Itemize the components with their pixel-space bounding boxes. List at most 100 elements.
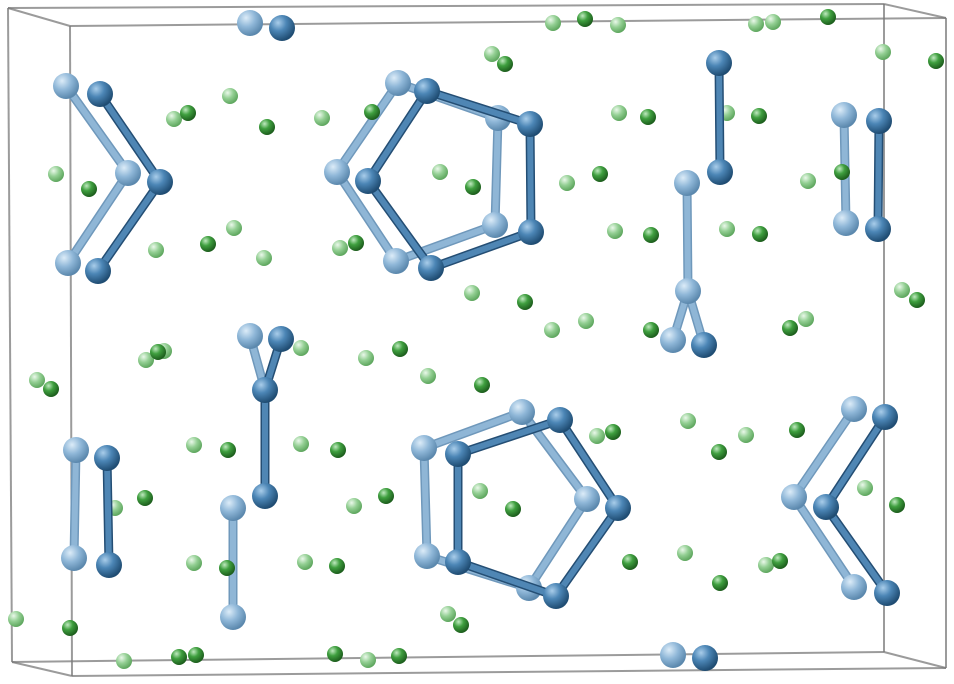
blue-atom bbox=[385, 70, 411, 96]
bond bbox=[424, 88, 533, 127]
bond bbox=[791, 406, 857, 500]
bond bbox=[393, 222, 498, 264]
green-atom bbox=[186, 555, 202, 571]
green-atom bbox=[800, 173, 816, 189]
cell-edge bbox=[11, 651, 885, 663]
green-atom bbox=[259, 119, 275, 135]
green-atom bbox=[200, 236, 216, 252]
green-atom bbox=[643, 227, 659, 243]
green-atom bbox=[712, 575, 728, 591]
blue-atom bbox=[872, 404, 898, 430]
bond bbox=[455, 559, 559, 599]
bond bbox=[428, 229, 534, 271]
blue-atom bbox=[237, 323, 263, 349]
cell-edge bbox=[69, 25, 73, 677]
green-atom bbox=[188, 647, 204, 663]
green-atom bbox=[327, 646, 343, 662]
blue-atom bbox=[53, 73, 79, 99]
green-atom bbox=[62, 620, 78, 636]
green-atom bbox=[453, 617, 469, 633]
green-atom bbox=[752, 226, 768, 242]
bond bbox=[421, 409, 525, 451]
blue-atom bbox=[220, 495, 246, 521]
bond bbox=[71, 447, 79, 561]
blue-atom bbox=[833, 210, 859, 236]
green-atom bbox=[171, 649, 187, 665]
green-atom bbox=[440, 606, 456, 622]
green-atom bbox=[719, 221, 735, 237]
green-atom bbox=[392, 341, 408, 357]
green-atom bbox=[622, 554, 638, 570]
green-atom bbox=[517, 294, 533, 310]
blue-atom bbox=[874, 580, 900, 606]
green-atom bbox=[180, 105, 196, 121]
blue-atom bbox=[692, 645, 718, 671]
green-atom bbox=[798, 311, 814, 327]
blue-atom bbox=[509, 399, 535, 425]
green-atom bbox=[559, 175, 575, 191]
blue-atom bbox=[866, 108, 892, 134]
green-atom bbox=[391, 648, 407, 664]
bond bbox=[421, 445, 430, 559]
blue-atom bbox=[87, 81, 113, 107]
green-atom bbox=[464, 285, 480, 301]
green-atom bbox=[875, 44, 891, 60]
bond bbox=[791, 494, 857, 590]
blue-atom bbox=[252, 483, 278, 509]
bond bbox=[823, 504, 890, 596]
green-atom bbox=[314, 110, 330, 126]
bond bbox=[63, 83, 131, 176]
green-atom bbox=[772, 553, 788, 569]
green-atom bbox=[358, 350, 374, 366]
bond bbox=[553, 505, 621, 599]
green-atom bbox=[820, 9, 836, 25]
green-atom bbox=[894, 282, 910, 298]
green-atom bbox=[360, 652, 376, 668]
blue-atom bbox=[781, 484, 807, 510]
blue-atom bbox=[660, 642, 686, 668]
bond bbox=[365, 88, 430, 184]
green-atom bbox=[497, 56, 513, 72]
green-atom bbox=[293, 340, 309, 356]
green-atom bbox=[332, 240, 348, 256]
green-atom bbox=[592, 166, 608, 182]
blue-atom bbox=[707, 159, 733, 185]
blue-atom bbox=[269, 15, 295, 41]
green-atom bbox=[758, 557, 774, 573]
blue-atom bbox=[547, 407, 573, 433]
green-atom bbox=[137, 490, 153, 506]
green-atom bbox=[711, 444, 727, 460]
bond bbox=[526, 496, 590, 591]
green-atom bbox=[220, 442, 236, 458]
green-atom bbox=[680, 413, 696, 429]
green-atom bbox=[589, 428, 605, 444]
green-atom bbox=[505, 501, 521, 517]
bond bbox=[684, 180, 691, 294]
green-atom bbox=[484, 46, 500, 62]
blue-atom bbox=[94, 445, 120, 471]
green-atom bbox=[29, 372, 45, 388]
blue-atom bbox=[543, 583, 569, 609]
blue-atom bbox=[517, 111, 543, 137]
blue-atom bbox=[605, 495, 631, 521]
blue-atom bbox=[706, 50, 732, 76]
green-atom bbox=[329, 558, 345, 574]
green-atom bbox=[610, 17, 626, 33]
bonds-front-layer bbox=[93, 58, 892, 601]
green-atom bbox=[297, 554, 313, 570]
bond bbox=[455, 417, 563, 457]
green-atom bbox=[578, 313, 594, 329]
green-atom bbox=[738, 427, 754, 443]
green-atom bbox=[81, 181, 97, 197]
green-atom bbox=[138, 352, 154, 368]
green-atom bbox=[577, 11, 593, 27]
bond bbox=[716, 60, 723, 175]
bond bbox=[527, 121, 534, 235]
blue-atom bbox=[518, 219, 544, 245]
blue-atom bbox=[482, 212, 508, 238]
green-atom bbox=[643, 322, 659, 338]
bond bbox=[492, 115, 501, 228]
blue-atom bbox=[414, 78, 440, 104]
blue-atom bbox=[445, 441, 471, 467]
bond bbox=[334, 169, 399, 264]
